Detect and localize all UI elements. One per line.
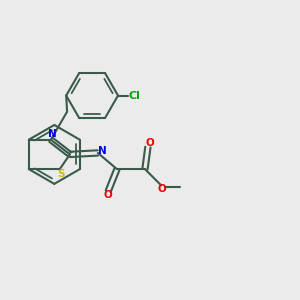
Text: Cl: Cl [128, 91, 140, 100]
Text: O: O [158, 184, 167, 194]
Text: O: O [145, 138, 154, 148]
Text: N: N [98, 146, 106, 156]
Text: N: N [48, 129, 57, 140]
Text: O: O [103, 190, 112, 200]
Text: S: S [57, 169, 64, 179]
